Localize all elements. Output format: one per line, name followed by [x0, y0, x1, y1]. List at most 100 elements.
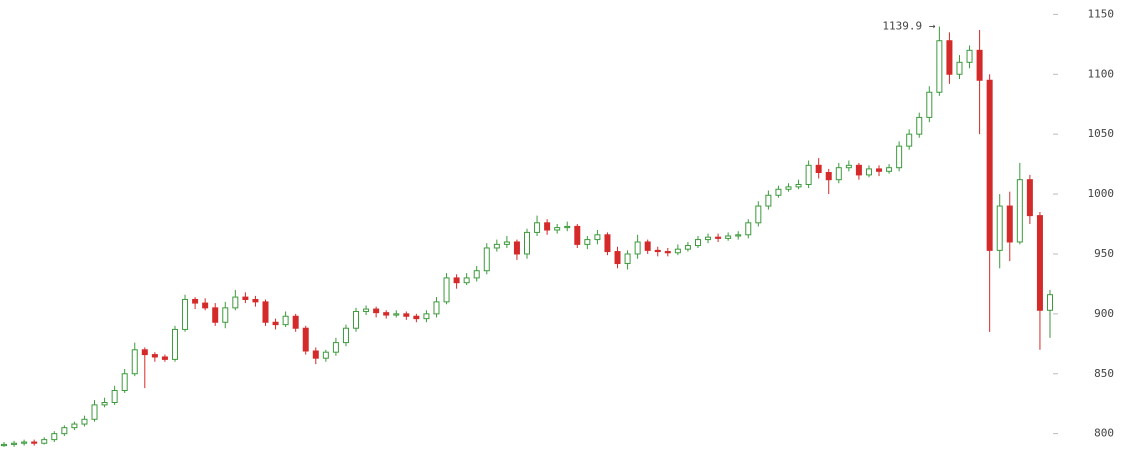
candle-body: [574, 225, 581, 245]
candle-body: [182, 298, 189, 330]
candle-body: [715, 236, 722, 239]
candle-body: [996, 205, 1003, 251]
candle-body: [775, 188, 782, 196]
candle-body: [845, 164, 852, 169]
candle-body: [31, 441, 38, 444]
candle-body: [524, 231, 530, 255]
candle-body: [353, 310, 360, 329]
candle-body: [403, 313, 410, 317]
candle-body: [865, 168, 872, 176]
max-annotation: 1139.9 →: [882, 19, 935, 32]
candle-body: [463, 277, 470, 284]
candle-body: [262, 301, 269, 323]
candle-body: [644, 241, 651, 251]
candle-body: [634, 241, 641, 255]
candle-body: [51, 433, 58, 441]
candle-body: [332, 342, 339, 353]
candle-body: [282, 315, 289, 326]
candle-body: [121, 373, 128, 392]
candle-body: [805, 164, 812, 185]
y-tick-label: 900: [1094, 307, 1114, 320]
candle-body: [906, 133, 913, 147]
candle-body: [694, 239, 701, 247]
candle-body: [111, 390, 118, 404]
y-tick-label: 1050: [1088, 127, 1115, 140]
candle-body: [383, 312, 390, 316]
candle-body: [192, 298, 199, 304]
candle-body: [624, 253, 631, 265]
candle-body: [946, 40, 953, 75]
candle-body: [101, 402, 108, 406]
candle-body: [252, 298, 259, 303]
candle-body: [503, 241, 510, 245]
candle-body: [141, 349, 148, 356]
candle-body: [373, 308, 380, 314]
candle-body: [443, 277, 450, 303]
candle-body: [151, 354, 158, 358]
candle-body: [61, 427, 68, 435]
candle-body: [785, 186, 792, 190]
y-tick-label: 1150: [1088, 7, 1115, 20]
candle-body: [161, 356, 168, 360]
candle-body: [131, 349, 138, 375]
candle-body: [956, 61, 963, 75]
candle-body: [936, 40, 943, 93]
candle-body: [363, 308, 370, 312]
candle-body: [825, 172, 832, 181]
candle-body: [1047, 294, 1053, 311]
candle-body: [544, 222, 551, 231]
candle-body: [966, 49, 973, 63]
candle-body: [322, 351, 329, 359]
candle-body: [815, 164, 822, 173]
candle-body: [835, 167, 842, 181]
candle-body: [473, 270, 480, 279]
candle-body: [684, 245, 691, 250]
candle-body: [765, 194, 772, 207]
candle-body: [222, 307, 229, 323]
candle-body: [242, 296, 249, 300]
candle-body: [564, 225, 571, 229]
candle-body: [1036, 215, 1043, 311]
candle-body: [212, 307, 219, 323]
y-tick-label: 950: [1094, 247, 1114, 260]
candle-body: [292, 315, 299, 329]
candle-body: [604, 234, 611, 253]
y-tick-label: 1000: [1088, 187, 1115, 200]
candle-body: [71, 423, 78, 429]
candle-body: [584, 239, 591, 245]
candle-body: [81, 418, 88, 425]
candle-body: [926, 91, 933, 118]
candle-body: [483, 247, 490, 272]
candle-body: [342, 327, 349, 344]
y-tick-label: 850: [1094, 367, 1114, 380]
candle-body: [433, 301, 440, 315]
candle-body: [886, 167, 893, 172]
candle-body: [1026, 179, 1033, 217]
candle-body: [21, 441, 28, 444]
candle-body: [493, 243, 500, 249]
candle-body: [423, 313, 430, 320]
candle-body: [554, 227, 561, 231]
candle-body: [1, 443, 7, 447]
candle-body: [664, 251, 671, 254]
candle-body: [755, 205, 762, 224]
candle-body: [534, 222, 541, 233]
candle-body: [795, 183, 802, 188]
candle-body: [916, 116, 923, 135]
candle-body: [896, 145, 903, 169]
candle-body: [1006, 205, 1013, 243]
candle-body: [674, 248, 681, 254]
candle-body: [876, 168, 883, 172]
candle-body: [594, 234, 601, 241]
candle-body: [654, 249, 661, 253]
candle-body: [41, 439, 48, 444]
candle-body: [171, 328, 178, 360]
candle-body: [745, 222, 752, 236]
candle-body: [302, 327, 309, 352]
candle-body: [513, 241, 520, 255]
candle-body: [725, 235, 732, 239]
candle-body: [272, 321, 279, 326]
candle-body: [312, 350, 319, 359]
candle-body: [614, 251, 621, 265]
